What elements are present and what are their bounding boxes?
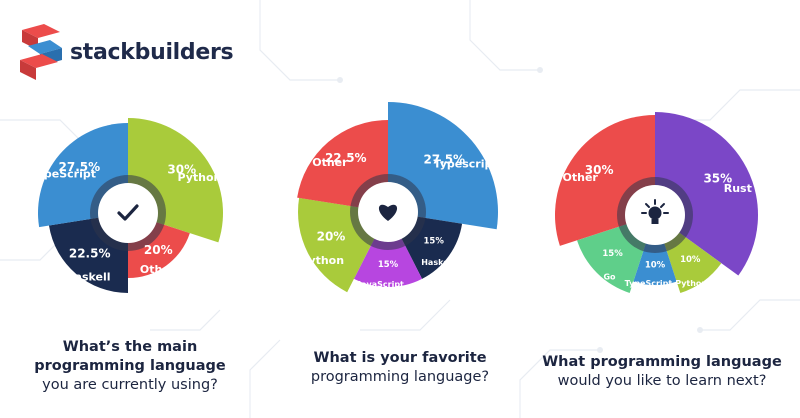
slice-value-label: 30% bbox=[585, 163, 614, 177]
caption-light: you are currently using? bbox=[42, 377, 218, 393]
slice-category-label: Go bbox=[603, 273, 616, 282]
slice-value-label: 15% bbox=[602, 249, 623, 259]
slice-category-label: Python bbox=[300, 254, 344, 267]
slice-category-label: Other bbox=[563, 171, 599, 184]
slice-category-label: Haskell bbox=[65, 270, 110, 283]
slice-value-label: 22.5% bbox=[325, 151, 367, 165]
caption-bold: What programming language bbox=[542, 354, 782, 370]
slice-value-label: 27.5% bbox=[423, 152, 465, 166]
slice-value-label: 15% bbox=[378, 260, 399, 270]
chart-caption-favorite: What is your favorite programming langua… bbox=[275, 349, 525, 387]
chart-caption-current: What’s the main programming language you… bbox=[5, 338, 255, 395]
slice-value-label: 30% bbox=[167, 162, 196, 176]
pie-chart: 30%Python 20% Other 22.5% Haskell 27.5%TypeSc… bbox=[31, 118, 223, 293]
pie-slice bbox=[655, 112, 758, 276]
slice-category-label: Typescript bbox=[434, 158, 498, 171]
slice-value-label: 35% bbox=[703, 171, 732, 185]
slice-category-label: Rust bbox=[724, 182, 752, 195]
slice-category-label: TypeScript bbox=[625, 279, 673, 288]
pie-chart: 27.5%Typescript 15% Haskell 15% JavaScript 20… bbox=[297, 102, 498, 293]
slice-category-label: Haskell bbox=[421, 258, 454, 267]
slice-category-label: Python bbox=[177, 171, 221, 184]
brand-name: stackbuilders bbox=[70, 39, 234, 65]
pie-chart: 35%Rust 10% Python 10% TypeScript 15% Go 30%Oth… bbox=[555, 112, 758, 293]
slice-category-label: JavaScript bbox=[357, 280, 404, 289]
slice-value-label: 20% bbox=[144, 243, 173, 257]
slice-value-label: 10% bbox=[680, 255, 701, 265]
slice-value-label: 22.5% bbox=[69, 246, 111, 260]
caption-light: would you like to learn next? bbox=[557, 373, 767, 389]
center-disc bbox=[98, 183, 158, 243]
brand-logo[interactable]: stackbuilders bbox=[18, 22, 234, 82]
slice-category-label: Other bbox=[140, 263, 176, 276]
chart-caption-next: What programming language would you like… bbox=[537, 353, 787, 391]
slice-value-label: 20% bbox=[317, 230, 346, 244]
slice-value-label: 15% bbox=[424, 237, 445, 247]
heart-icon bbox=[378, 204, 398, 221]
slice-category-label: Python bbox=[675, 279, 707, 288]
caption-bold: What’s the main programming language bbox=[34, 339, 226, 374]
slice-category-label: TypeScript bbox=[31, 168, 96, 181]
check-icon bbox=[117, 204, 139, 221]
caption-bold: What is your favorite bbox=[313, 350, 487, 366]
slice-value-label: 27.5% bbox=[59, 160, 101, 174]
lightbulb-icon bbox=[641, 199, 669, 224]
caption-light: programming language? bbox=[310, 369, 490, 385]
slice-category-label: Other bbox=[312, 156, 348, 169]
slice-value-label: 10% bbox=[645, 261, 666, 271]
stackbuilders-logo-icon bbox=[20, 24, 62, 80]
